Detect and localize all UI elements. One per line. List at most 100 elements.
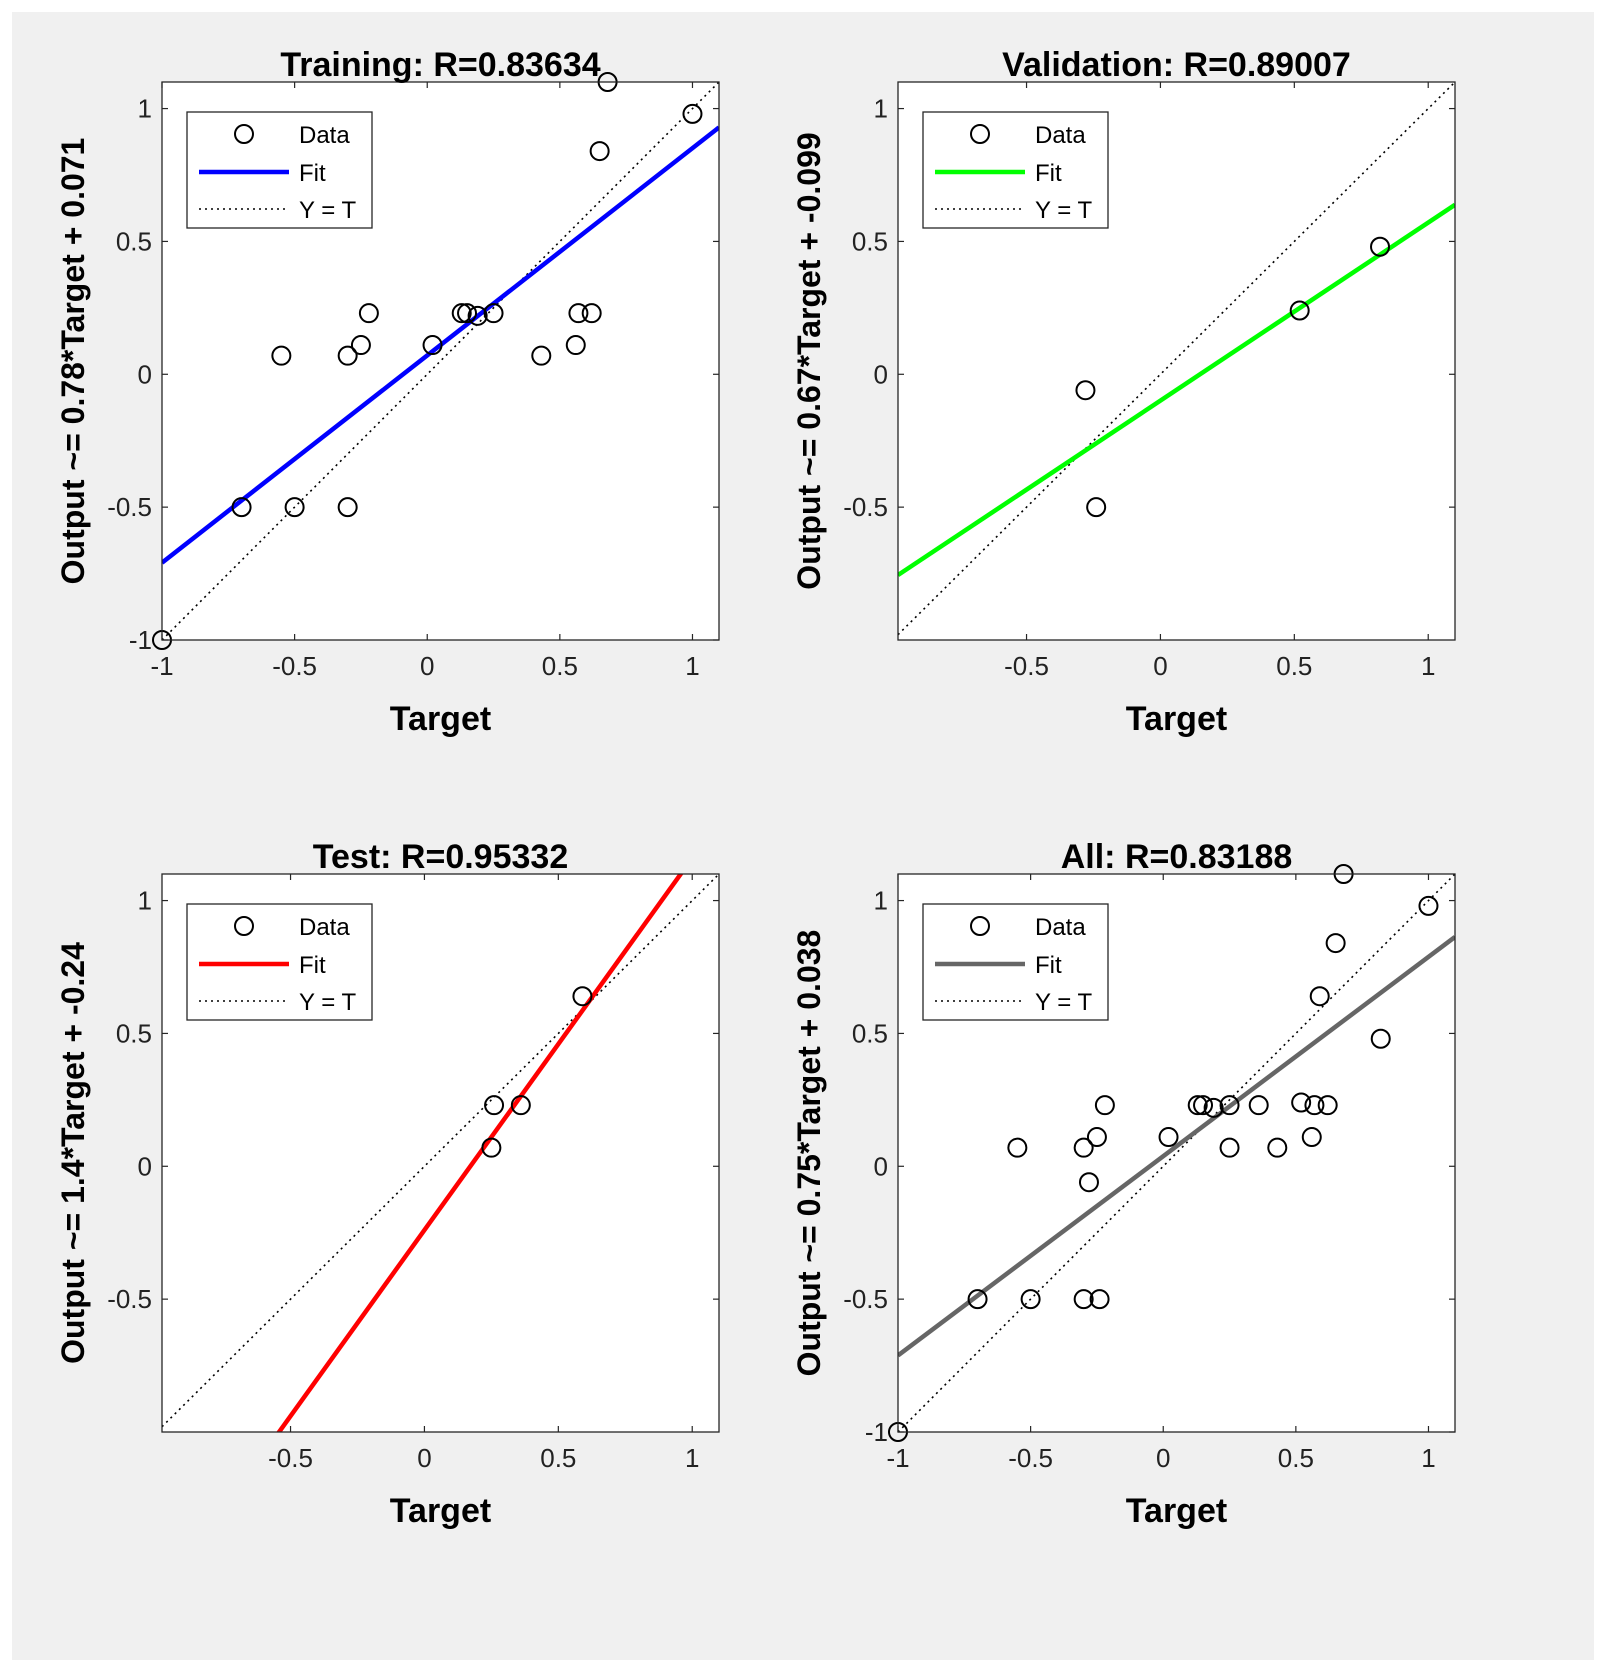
training-y-tick-label: 1 — [138, 94, 152, 124]
validation-fit-line — [898, 202, 1455, 577]
validation-legend-data-marker — [970, 124, 990, 144]
all-axes-frame — [897, 873, 1456, 1433]
validation-x-tick-label: 1 — [1421, 651, 1435, 681]
all-data-point — [1193, 1095, 1214, 1116]
validation-legend-label: Data — [1035, 122, 1086, 149]
training-data-point — [271, 345, 292, 366]
all-x-tick-label: 0 — [1156, 1443, 1170, 1473]
validation-y-axis-label: Output ~= 0.67*Target + -0.099 — [791, 132, 827, 589]
test-x-tick-label: 1 — [685, 1443, 699, 1473]
training-data-point — [451, 303, 472, 324]
training-data-point — [350, 335, 371, 356]
training-y-tick-label: -0.5 — [107, 492, 152, 522]
training-panel: -1 -0.5 0 0.5 1 -1 -0.5 0 0.5 1 Training: R=0.8363… — [55, 46, 720, 738]
test-y-axis-label: Output ~= 1.4*Target + -0.24 — [55, 942, 91, 1364]
all-legend: Data Fit Y = T — [922, 903, 1109, 1021]
all-panel: -1 -0.5 0 0.5 1 -1 -0.5 0 0.5 1 All: R=0.83188 Targ… — [791, 838, 1456, 1530]
all-data-point — [1187, 1095, 1208, 1116]
test-y-tick-label: 1 — [138, 886, 152, 916]
validation-data-point — [1086, 497, 1107, 518]
all-data-point — [1073, 1137, 1094, 1158]
all-legend-label: Data — [1035, 914, 1086, 941]
training-data-point — [589, 141, 610, 162]
training-y-tick-label: 0.5 — [116, 226, 152, 256]
test-legend-label: Y = T — [299, 989, 356, 1016]
all-data-point — [1158, 1127, 1179, 1148]
all-data-point — [1007, 1137, 1028, 1158]
training-data-point — [467, 305, 488, 326]
all-y-tick-label: 1 — [874, 886, 888, 916]
all-x-tick-label: -0.5 — [1008, 1443, 1053, 1473]
test-panel: -0.5 0 0.5 1 -0.5 0 0.5 1 Test: R=0.95332 Target O… — [55, 838, 720, 1530]
test-data-point — [484, 1095, 505, 1116]
all-y-tick-label: 0 — [874, 1151, 888, 1181]
validation-y-tick-label: 1 — [874, 94, 888, 124]
all-data-point — [1089, 1289, 1110, 1310]
test-title: Test: R=0.95332 — [313, 838, 568, 876]
training-data-point — [231, 497, 252, 518]
test-x-tick-label: 0 — [417, 1443, 431, 1473]
test-axes-frame — [161, 873, 720, 1433]
validation-y-tick-label: -0.5 — [843, 492, 888, 522]
all-y-tick-label: -1 — [865, 1417, 888, 1447]
all-data-point — [1219, 1095, 1240, 1116]
test-x-tick-label: 0.5 — [540, 1443, 576, 1473]
training-y-axis-label: Output ~= 0.78*Target + 0.071 — [55, 138, 91, 585]
validation-y-tick-label: 0 — [874, 359, 888, 389]
all-data-point — [1248, 1095, 1269, 1116]
figure: -1 -0.5 0 0.5 1 -1 -0.5 0 0.5 1 Training: R=0.8363… — [12, 12, 1594, 1660]
test-data-point — [481, 1137, 502, 1158]
training-data-point — [581, 303, 602, 324]
validation-legend: Data Fit Y = T — [922, 111, 1109, 229]
training-fit-line — [162, 125, 719, 565]
all-y-tick-label: -0.5 — [843, 1284, 888, 1314]
validation-x-tick-label: 0.5 — [1276, 651, 1312, 681]
validation-legend-label: Fit — [1035, 160, 1062, 187]
training-axes-frame — [161, 81, 720, 641]
regression-plots: -1 -0.5 0 0.5 1 -1 -0.5 0 0.5 1 Training: R=0.8363… — [55, 46, 1456, 1530]
training-x-tick-label: 1 — [685, 651, 699, 681]
training-data-point — [682, 103, 703, 124]
validation-axes-frame — [897, 81, 1456, 641]
test-y-tick-label: 0.5 — [116, 1018, 152, 1048]
training-data-point — [483, 303, 504, 324]
training-x-tick-label: 0.5 — [542, 651, 578, 681]
validation-legend-label: Y = T — [1035, 197, 1092, 224]
validation-x-tick-label: 0 — [1153, 651, 1167, 681]
all-data-point — [1078, 1172, 1099, 1193]
all-data-point — [1086, 1127, 1107, 1148]
all-data-point — [1301, 1127, 1322, 1148]
test-legend: Data Fit Y = T — [186, 903, 373, 1021]
all-x-axis-label: Target — [1126, 1492, 1227, 1530]
training-y-tick-label: 0 — [138, 359, 152, 389]
all-data-point — [1317, 1095, 1338, 1116]
validation-data-point — [1370, 236, 1391, 257]
all-data-point — [1203, 1097, 1224, 1118]
training-data-point — [531, 345, 552, 366]
test-data-point — [510, 1095, 531, 1116]
training-x-tick-label: -1 — [150, 651, 173, 681]
training-data-point — [422, 335, 443, 356]
all-data-point — [1325, 933, 1346, 954]
test-y-tick-label: -0.5 — [107, 1284, 152, 1314]
test-legend-label: Data — [299, 914, 350, 941]
training-legend-label: Data — [299, 122, 350, 149]
all-x-tick-label: -1 — [886, 1443, 909, 1473]
all-title: All: R=0.83188 — [1061, 838, 1293, 876]
training-data-point — [457, 303, 478, 324]
training-x-tick-label: -0.5 — [272, 651, 317, 681]
validation-y-tick-label: 0.5 — [852, 226, 888, 256]
all-data-point — [1309, 986, 1330, 1007]
all-data-point — [1267, 1137, 1288, 1158]
training-legend-label: Y = T — [299, 197, 356, 224]
validation-x-tick-label: -0.5 — [1004, 651, 1049, 681]
all-data-point — [1073, 1289, 1094, 1310]
all-y-axis-label: Output ~= 0.75*Target + 0.038 — [791, 930, 827, 1377]
validation-data-point — [1289, 300, 1310, 321]
all-data-point — [1370, 1028, 1391, 1049]
test-legend-label: Fit — [299, 952, 326, 979]
all-data-point — [1418, 895, 1439, 916]
test-fit-line — [276, 874, 684, 1432]
test-x-axis-label: Target — [390, 1492, 491, 1530]
all-x-tick-label: 0.5 — [1278, 1443, 1314, 1473]
